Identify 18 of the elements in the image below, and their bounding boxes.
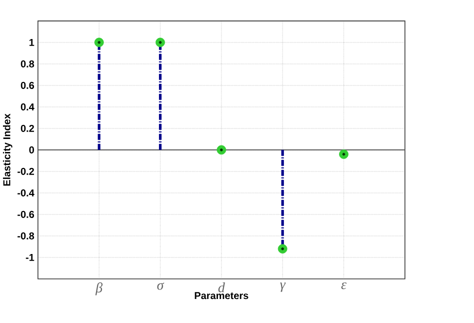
y-tick-label: 0 bbox=[29, 146, 34, 154]
y-tick-label: 0.4 bbox=[20, 103, 34, 110]
y-tick-label: -0.8 bbox=[18, 232, 34, 240]
y-tick-label: 0.2 bbox=[20, 124, 34, 132]
y-tick-label: 0.8 bbox=[20, 60, 34, 68]
y-tick-label: -1 bbox=[26, 254, 34, 261]
x-tick-label: ε bbox=[341, 282, 346, 290]
y-tick-label: -0.2 bbox=[18, 168, 34, 175]
x-tick-label: σ bbox=[157, 282, 164, 290]
y-tick-label: 1 bbox=[29, 38, 34, 46]
y-tick-label: -0.4 bbox=[18, 189, 34, 196]
y-axis-title: Elasticity Index bbox=[2, 114, 12, 186]
y-tick-label: 0.6 bbox=[20, 82, 34, 89]
x-tick-label: β bbox=[95, 282, 103, 296]
x-tick-label: d bbox=[218, 282, 225, 292]
x-axis-title: Parameters bbox=[194, 292, 248, 300]
y-tick-label: -0.6 bbox=[18, 210, 34, 218]
x-tick-label: γ bbox=[280, 282, 286, 292]
